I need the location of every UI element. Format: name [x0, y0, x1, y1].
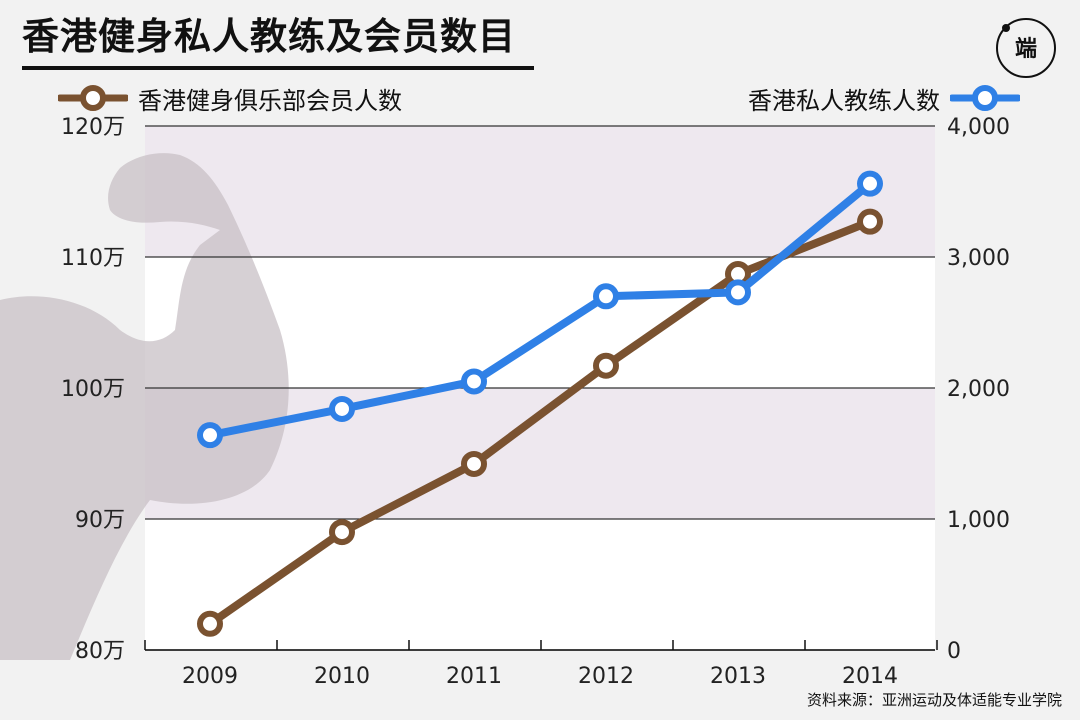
data-point-trainers: [461, 368, 487, 395]
x-tick-label: 2011: [446, 664, 502, 689]
x-tick-label: 2013: [710, 664, 766, 689]
series-line-members: [206, 217, 874, 628]
chart-title: 香港健身私人教练及会员数目: [22, 15, 516, 58]
legend-label-trainers: 香港私人教练人数: [748, 86, 940, 115]
data-point-members: [197, 610, 223, 637]
flexed-arm-icon: [0, 153, 289, 660]
title-underline: [22, 66, 534, 70]
data-point-members: [329, 519, 355, 546]
duan-logo-icon: 端: [996, 18, 1056, 78]
legend-members: 香港健身俱乐部会员人数: [58, 80, 402, 116]
data-point-trainers: [725, 279, 751, 306]
y-left-tick-label: 100万: [61, 377, 125, 402]
y-left-tick-label: 120万: [61, 115, 125, 140]
source-note: 资料来源：亚洲运动及体适能专业学院: [806, 691, 1062, 709]
data-point-trainers: [329, 395, 355, 422]
data-point-members: [857, 208, 883, 235]
x-tick-label: 2014: [842, 664, 898, 689]
y-right-tick-label: 0: [947, 639, 961, 664]
data-point-members: [593, 352, 619, 379]
y-left-tick-label: 90万: [75, 508, 125, 533]
y-right-tick-label: 2,000: [947, 377, 1010, 402]
legend-swatch-trainers: [950, 85, 1020, 111]
data-point-members: [461, 450, 487, 477]
y-right-tick-label: 3,000: [947, 246, 1010, 271]
logo-text: 端: [1015, 37, 1037, 62]
chart-band: [145, 126, 935, 257]
series-line-trainers: [206, 179, 874, 440]
legend-swatch-members: [58, 85, 128, 111]
y-right-tick-label: 4,000: [947, 115, 1010, 140]
legend-label-members: 香港健身俱乐部会员人数: [138, 86, 402, 115]
x-tick-label: 2012: [578, 664, 634, 689]
legend-trainers: 香港私人教练人数: [748, 80, 1020, 116]
x-tick-label: 2010: [314, 664, 370, 689]
x-tick-label: 2009: [182, 664, 238, 689]
y-left-tick-label: 110万: [61, 246, 125, 271]
y-left-tick-label: 80万: [75, 639, 125, 664]
chart-band: [145, 519, 935, 650]
y-right-tick-label: 1,000: [947, 508, 1010, 533]
data-point-trainers: [857, 170, 883, 197]
data-point-trainers: [593, 283, 619, 310]
data-point-trainers: [197, 422, 223, 449]
